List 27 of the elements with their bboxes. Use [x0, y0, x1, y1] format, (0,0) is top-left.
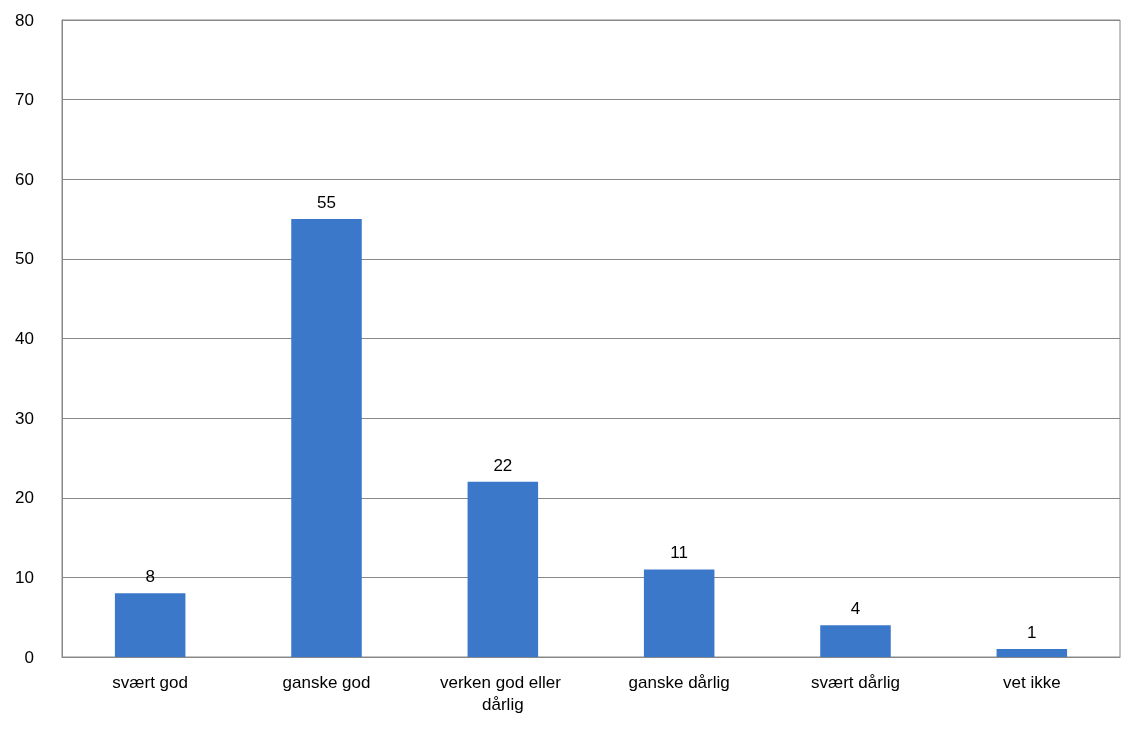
bar — [996, 649, 1068, 657]
x-tick-label: ganske god — [282, 672, 371, 692]
data-label: 22 — [493, 455, 513, 475]
x-tick-label: svært dårlig — [811, 672, 900, 692]
y-tick-label: 50 — [15, 249, 34, 269]
y-tick-label: 20 — [15, 488, 34, 508]
y-tick-label: 10 — [15, 567, 34, 587]
data-label: 8 — [145, 567, 155, 587]
x-tick-label: svært god — [112, 672, 188, 692]
data-label: 55 — [317, 193, 336, 213]
y-tick-label: 30 — [15, 408, 34, 428]
y-tick-label: 70 — [15, 90, 34, 110]
x-tick-label: vet ikke — [1003, 672, 1061, 692]
y-tick-label: 60 — [15, 169, 34, 189]
bar — [820, 625, 891, 657]
y-tick-label: 0 — [24, 647, 34, 667]
data-label: 4 — [850, 599, 861, 619]
x-tick-label: ganske dårlig — [628, 672, 730, 692]
bar — [467, 481, 539, 657]
data-label: 1 — [1027, 623, 1037, 643]
bar — [291, 219, 362, 657]
data-label: 11 — [670, 543, 688, 563]
bar — [643, 569, 715, 657]
x-tick-label: verken god eller dårlig — [439, 672, 566, 714]
y-tick-label: 80 — [15, 10, 34, 30]
y-tick-label: 40 — [15, 329, 34, 348]
bar — [114, 593, 186, 657]
